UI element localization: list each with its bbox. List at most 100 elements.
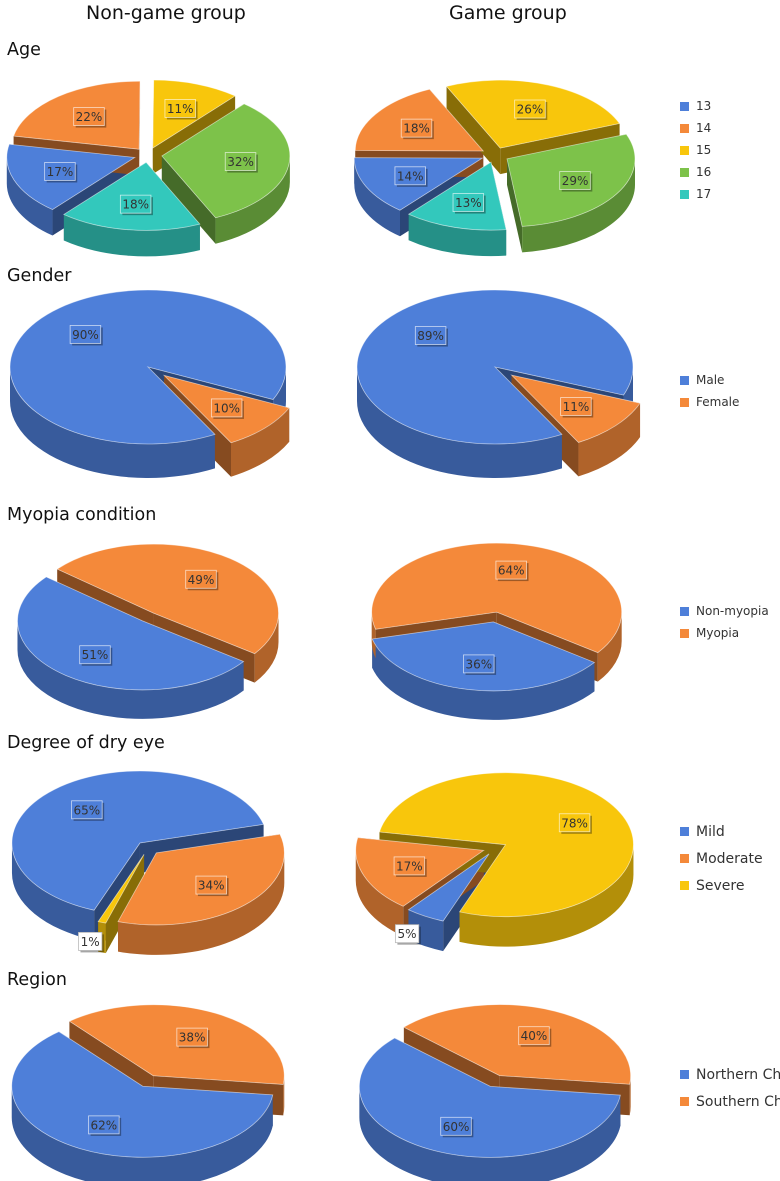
slice-mild — [407, 853, 490, 922]
legend-swatch — [680, 1070, 689, 1079]
data-label-text: 38% — [179, 1031, 206, 1045]
data-label-text: 26% — [517, 103, 544, 117]
legend-item: Female — [680, 391, 739, 413]
data-label: 18% — [400, 118, 434, 140]
slice-side — [372, 639, 595, 720]
data-label-text: 11% — [167, 102, 194, 116]
pie-1-left: 90% 10% — [9, 289, 290, 478]
legend-label: Severe — [696, 877, 745, 894]
slice-side — [230, 407, 290, 477]
pie-0-right: 14% 18% 26% 29% 13% — [353, 79, 636, 257]
legend-label: Southern China — [696, 1093, 780, 1110]
legend-swatch — [680, 606, 689, 616]
legend-swatch — [680, 145, 689, 155]
data-label-text: 1% — [81, 935, 100, 949]
slice-side — [629, 1075, 631, 1116]
legend-swatch — [680, 827, 689, 836]
slice-side — [459, 844, 634, 947]
data-label-text: 11% — [563, 400, 590, 414]
data-label-text: 13% — [455, 196, 482, 210]
data-label: 64% — [495, 560, 529, 582]
data-label-text: 14% — [397, 169, 424, 183]
data-label-text: 17% — [47, 165, 74, 179]
legend-dry-eye: Mild Moderate Severe — [680, 818, 763, 899]
legend-swatch — [680, 628, 689, 638]
slice-northern-china — [358, 1037, 621, 1158]
data-label-text: 62% — [91, 1118, 118, 1132]
legend-item: 15 — [680, 139, 711, 161]
legend-item: Mild — [680, 818, 763, 845]
data-label-text: 65% — [74, 803, 101, 817]
slice-side — [10, 367, 215, 478]
pie-3-left: 65% 34% 1% — [11, 770, 285, 955]
legend-item: Myopia — [680, 622, 769, 644]
slice-side — [355, 850, 404, 937]
data-label-text: 10% — [213, 401, 240, 415]
slice-side — [63, 214, 200, 257]
row-title-myopia: Myopia condition — [7, 505, 157, 525]
legend-item: Northern China — [680, 1061, 780, 1088]
legend-myopia: Non-myopia Myopia — [680, 600, 769, 644]
data-label: 5% — [394, 924, 421, 945]
slice-side — [17, 620, 244, 719]
data-label-text: 89% — [417, 329, 444, 343]
data-label: 17% — [393, 856, 427, 877]
data-label: 18% — [119, 194, 153, 216]
slice-side — [118, 852, 285, 955]
row-title-gender: Gender — [7, 266, 72, 286]
slice-side — [215, 155, 290, 244]
data-label: 40% — [518, 1026, 552, 1047]
slice-non-myopia — [17, 576, 245, 691]
data-label: 90% — [69, 325, 103, 346]
data-label-text: 51% — [82, 648, 109, 662]
data-label-text: 40% — [521, 1029, 548, 1043]
data-label: 29% — [559, 171, 593, 192]
data-label-text: 60% — [443, 1120, 470, 1134]
data-label: 17% — [44, 162, 78, 183]
legend-item: 13 — [680, 95, 711, 117]
data-label: 10% — [210, 398, 244, 419]
data-label-text: 32% — [227, 155, 254, 169]
row-title-region: Region — [7, 970, 67, 990]
data-label-text: 34% — [198, 879, 225, 893]
data-label: 1% — [78, 932, 104, 953]
legend-swatch — [680, 854, 689, 863]
data-label-text: 22% — [76, 110, 103, 124]
data-label-text: 90% — [72, 328, 99, 342]
data-label: 11% — [560, 397, 594, 418]
legend-swatch — [680, 123, 689, 133]
legend-label: Male — [696, 373, 725, 387]
legend-item: Southern China — [680, 1088, 780, 1115]
slice-radial-wall — [161, 155, 216, 244]
legend-label: Myopia — [696, 626, 740, 640]
data-label: 34% — [195, 875, 229, 897]
legend-label: 13 — [696, 99, 712, 113]
slice-side — [357, 367, 562, 478]
slice-side — [522, 158, 636, 253]
data-label-text: 17% — [396, 859, 423, 873]
legend-age: 13 14 15 16 17 — [680, 95, 711, 205]
legend-label: 14 — [696, 121, 712, 135]
pie-4-right: 60% 40% — [358, 1004, 632, 1181]
legend-item: Non-myopia — [680, 600, 769, 622]
legend-label: Non-myopia — [696, 604, 769, 618]
data-label: 32% — [224, 152, 258, 173]
data-label: 36% — [463, 654, 497, 675]
slice-radial-wall — [98, 854, 145, 952]
data-label: 89% — [414, 326, 448, 347]
legend-item: 16 — [680, 161, 711, 183]
slice-severe — [97, 854, 145, 924]
data-label-text: 18% — [122, 198, 149, 212]
data-label: 13% — [452, 193, 486, 214]
slice-side — [254, 613, 279, 683]
data-label-text: 78% — [561, 816, 588, 830]
legend-swatch — [680, 189, 689, 199]
slice-side — [578, 403, 641, 477]
slice-myopia — [56, 543, 279, 655]
data-label: 38% — [176, 1027, 210, 1049]
slice-side — [11, 842, 95, 941]
slice-radial-wall — [446, 86, 501, 175]
data-label: 78% — [558, 813, 592, 834]
data-label: 51% — [79, 645, 113, 666]
